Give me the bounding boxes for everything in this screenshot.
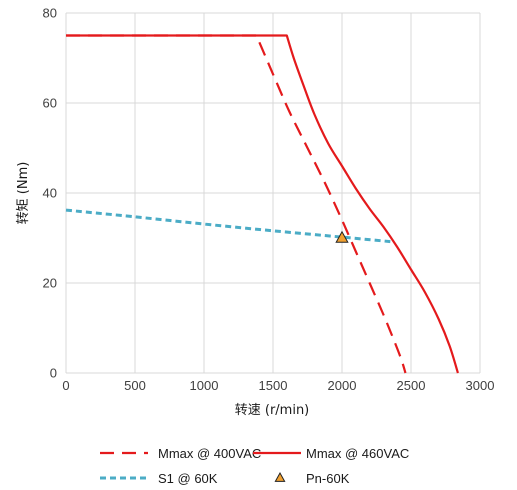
x-axis-title: 转速 (r/min) (235, 403, 310, 418)
legend-label: Mmax @ 460VAC (306, 446, 409, 461)
x-tick-label: 500 (124, 378, 146, 393)
legend-item: S1 @ 60K (100, 471, 218, 486)
legend-item: Pn-60K (274, 471, 350, 486)
x-tick-label: 0 (62, 378, 69, 393)
y-tick-label: 60 (43, 96, 57, 111)
y-tick-label: 80 (43, 6, 57, 21)
x-tick-label: 1000 (190, 378, 219, 393)
x-tick-label: 3000 (466, 378, 495, 393)
x-tick-label: 1500 (259, 378, 288, 393)
marker-pn-60k (335, 230, 349, 243)
y-tick-label: 40 (43, 186, 57, 201)
series-layer (65, 34, 459, 374)
legend-label: Pn-60K (306, 471, 350, 486)
x-tick-label: 2000 (328, 378, 357, 393)
legend: Mmax @ 400VAC Mmax @ 460VAC S1 @ 60K Pn-60K (100, 446, 409, 486)
y-tick-label: 20 (43, 276, 57, 291)
legend-item: Mmax @ 400VAC (100, 446, 261, 461)
legend-marker-triangle (274, 472, 286, 482)
y-tick-label: 0 (50, 366, 57, 381)
grid (65, 12, 481, 374)
legend-item: Mmax @ 460VAC (253, 446, 409, 461)
series-line-mmax-460vac (66, 34, 459, 374)
legend-label: S1 @ 60K (158, 471, 218, 486)
y-axis-title: 转矩 (Nm) (16, 162, 31, 225)
series-line-s1-60k (65, 208, 391, 244)
series-line-mmax-400vac (66, 34, 407, 374)
tick-labels: 0 500 1000 1500 2000 2500 3000 0 20 40 60 80 (43, 6, 495, 394)
legend-label: Mmax @ 400VAC (158, 446, 261, 461)
x-tick-label: 2500 (397, 378, 426, 393)
